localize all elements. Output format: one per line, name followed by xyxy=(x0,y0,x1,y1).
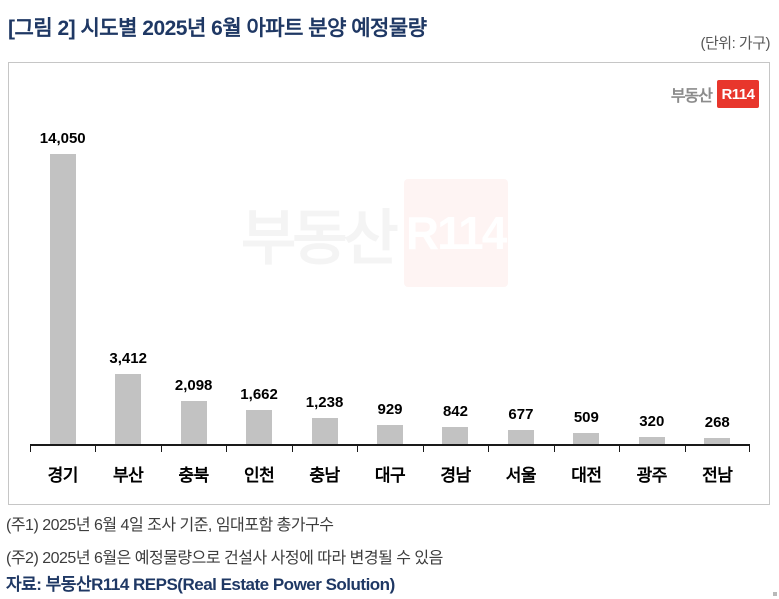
category-label: 대구 xyxy=(374,466,406,485)
bar-value-label: 320 xyxy=(639,412,665,430)
bar-value-label: 1,662 xyxy=(240,385,278,403)
bar-경남 xyxy=(442,427,469,444)
bar-value-label: 929 xyxy=(377,400,403,418)
bar-value-label: 2,098 xyxy=(174,376,213,394)
x-axis-line xyxy=(30,444,750,446)
corner-artifact xyxy=(773,592,777,596)
category-label: 경남 xyxy=(440,466,471,485)
axis-tick xyxy=(30,446,31,452)
bar-value-label: 268 xyxy=(704,413,730,431)
axis-tick xyxy=(749,446,750,452)
axis-tick xyxy=(226,446,227,452)
plot-area: 14,050 3,412 2,098 1,662 1,238 929 842 677 509 32… xyxy=(30,63,750,452)
axis-tick xyxy=(488,446,489,452)
axis-tick xyxy=(292,446,293,452)
category-label: 서울 xyxy=(505,466,537,485)
bar-서울 xyxy=(507,430,534,444)
footnote-2: (주2) 2025년 6월은 예정물량으로 건설사 사정에 따라 변경될 수 있… xyxy=(6,550,443,567)
bar-충북 xyxy=(180,401,207,444)
source-line: 자료: 부동산R114 REPS(Real Estate Power Solut… xyxy=(6,575,395,594)
axis-tick xyxy=(95,446,96,452)
category-label: 대전 xyxy=(571,466,602,485)
axis-tick xyxy=(685,446,686,452)
chart-frame: 부동산 R114 부동산 R114 14,050 3,412 2,098 1,662 1… xyxy=(8,62,770,505)
axis-tick xyxy=(619,446,620,452)
figure-title: [그림 2] 시도별 2025년 6월 아파트 분양 예정물량 xyxy=(8,17,427,40)
axis-tick xyxy=(357,446,358,452)
category-axis-labels: 경기 부산 충북 인천 충남 대구 경남 서울 대전 광주 전남 xyxy=(30,461,750,485)
bar-인천 xyxy=(246,410,273,444)
axis-tick xyxy=(554,446,555,452)
r114-logo-badge: R114 xyxy=(717,80,759,108)
unit-label: (단위: 가구) xyxy=(700,35,770,52)
category-label: 부산 xyxy=(113,466,144,485)
axis-tick xyxy=(423,446,424,452)
bar-value-label: 842 xyxy=(442,402,468,420)
bar-대구 xyxy=(377,425,403,444)
bar-value-label: 509 xyxy=(573,408,599,426)
bar-경기 xyxy=(49,154,76,444)
r114-logo-text: 부동산 xyxy=(670,88,713,105)
bar-전남 xyxy=(704,438,731,444)
bar-대전 xyxy=(573,433,600,444)
bar-value-label: 3,412 xyxy=(109,349,147,367)
bar-부산 xyxy=(115,374,142,444)
r114-logo: 부동산 R114 xyxy=(671,80,759,108)
bar-value-label: 14,050 xyxy=(39,129,86,147)
bar-value-label: 1,238 xyxy=(305,393,344,411)
axis-tick xyxy=(161,446,162,452)
category-label: 충남 xyxy=(309,466,340,485)
footnote-1: (주1) 2025년 6월 4일 조사 기준, 임대포함 총가구수 xyxy=(6,517,334,534)
bar-충남 xyxy=(311,418,338,444)
category-label: 충북 xyxy=(178,466,209,485)
category-label: 광주 xyxy=(636,466,668,485)
bar-value-label: 677 xyxy=(508,405,534,423)
category-label: 전남 xyxy=(702,466,733,485)
bar-광주 xyxy=(638,437,665,444)
category-label: 인천 xyxy=(243,466,275,485)
category-label: 경기 xyxy=(47,466,79,485)
